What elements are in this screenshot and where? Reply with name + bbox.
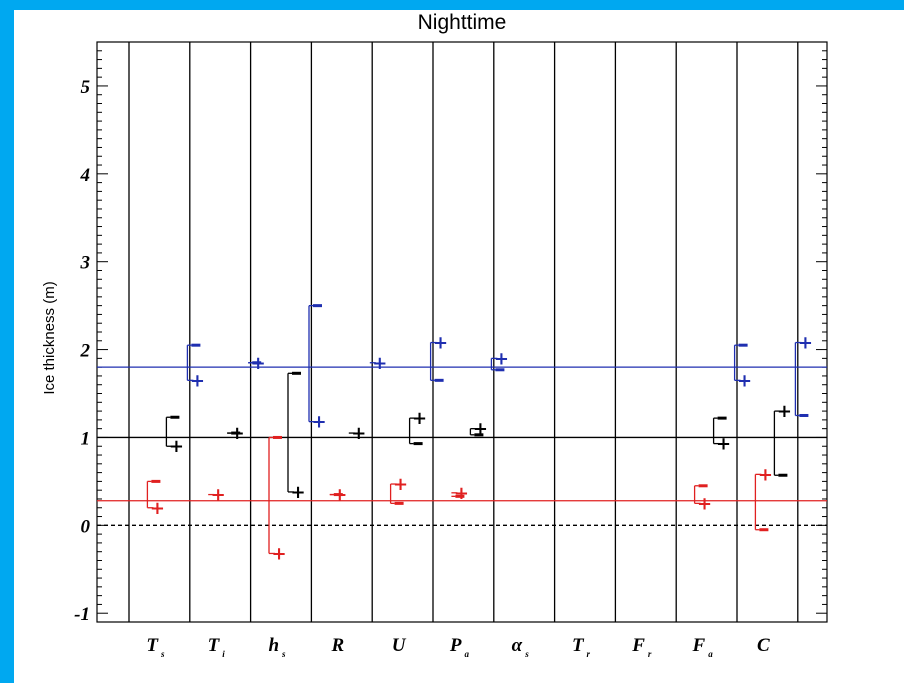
plus-marker: + (271, 543, 286, 564)
minus-marker (170, 415, 180, 419)
plus-marker: + (798, 333, 813, 354)
minus-marker (252, 361, 262, 365)
plus-marker: + (737, 370, 752, 391)
category-label: R (330, 635, 344, 656)
minus-marker (292, 371, 301, 375)
plus-marker: + (351, 423, 366, 444)
minus-marker (273, 435, 282, 439)
plus-marker: + (716, 434, 731, 455)
minus-marker (799, 413, 809, 417)
y-tick-label: 1 (81, 428, 91, 449)
minus-marker (778, 473, 788, 477)
ice-thickness-chart: Nighttime Ice thickness (m) -1 0 1 2 3 4 5 + + +… (41, 11, 828, 659)
category-label: U (392, 635, 407, 656)
plot-frame: Nighttime Ice thickness (m) -1 0 1 2 3 4 5 + + +… (14, 10, 904, 683)
minus-marker (495, 368, 505, 372)
plus-marker: + (758, 464, 773, 485)
category-separators (128, 42, 799, 622)
reference-lines (97, 366, 827, 526)
plus-marker: + (473, 419, 488, 440)
plus-marker: + (211, 485, 226, 506)
plus-marker: + (311, 412, 326, 433)
category-label: C (757, 635, 770, 656)
y-axis-label: Ice thickness (m) (41, 281, 58, 394)
plus-marker: + (697, 493, 712, 514)
plus-marker: + (494, 348, 509, 369)
minus-marker (738, 343, 748, 347)
plus-marker: + (372, 353, 387, 374)
minus-marker (413, 442, 423, 446)
y-tick-label: 5 (81, 77, 91, 98)
minus-marker (333, 493, 343, 497)
plus-marker: + (393, 474, 408, 495)
plus-marker: + (190, 370, 205, 391)
y-tick-label: 4 (80, 165, 91, 186)
y-tick-label: -1 (74, 604, 90, 625)
minus-marker (759, 528, 769, 532)
plus-marker: + (150, 498, 165, 519)
minus-marker (394, 501, 404, 505)
y-tick-label: 3 (80, 253, 91, 274)
minus-marker (474, 433, 484, 437)
plot-area-border (96, 41, 828, 623)
y-axis: -1 0 1 2 3 4 5 (74, 41, 827, 625)
plus-marker: + (777, 401, 792, 422)
perturbation-marks: ++++++++++++++++++++++++ (146, 304, 813, 564)
plus-marker: + (290, 482, 305, 503)
minus-marker (717, 416, 727, 420)
minus-marker (698, 484, 708, 488)
plus-marker: + (454, 483, 469, 504)
plus-marker: + (169, 436, 184, 457)
y-tick-label: 2 (80, 341, 91, 362)
minus-marker (151, 479, 161, 483)
plus-marker: + (433, 333, 448, 354)
y-tick-label: 0 (81, 516, 91, 537)
minus-marker (231, 431, 241, 435)
minus-marker (313, 304, 322, 308)
minus-marker (434, 378, 444, 382)
plus-marker: + (412, 408, 427, 429)
chart-title: Nighttime (418, 11, 507, 34)
minus-marker (455, 494, 465, 498)
minus-marker (191, 343, 201, 347)
